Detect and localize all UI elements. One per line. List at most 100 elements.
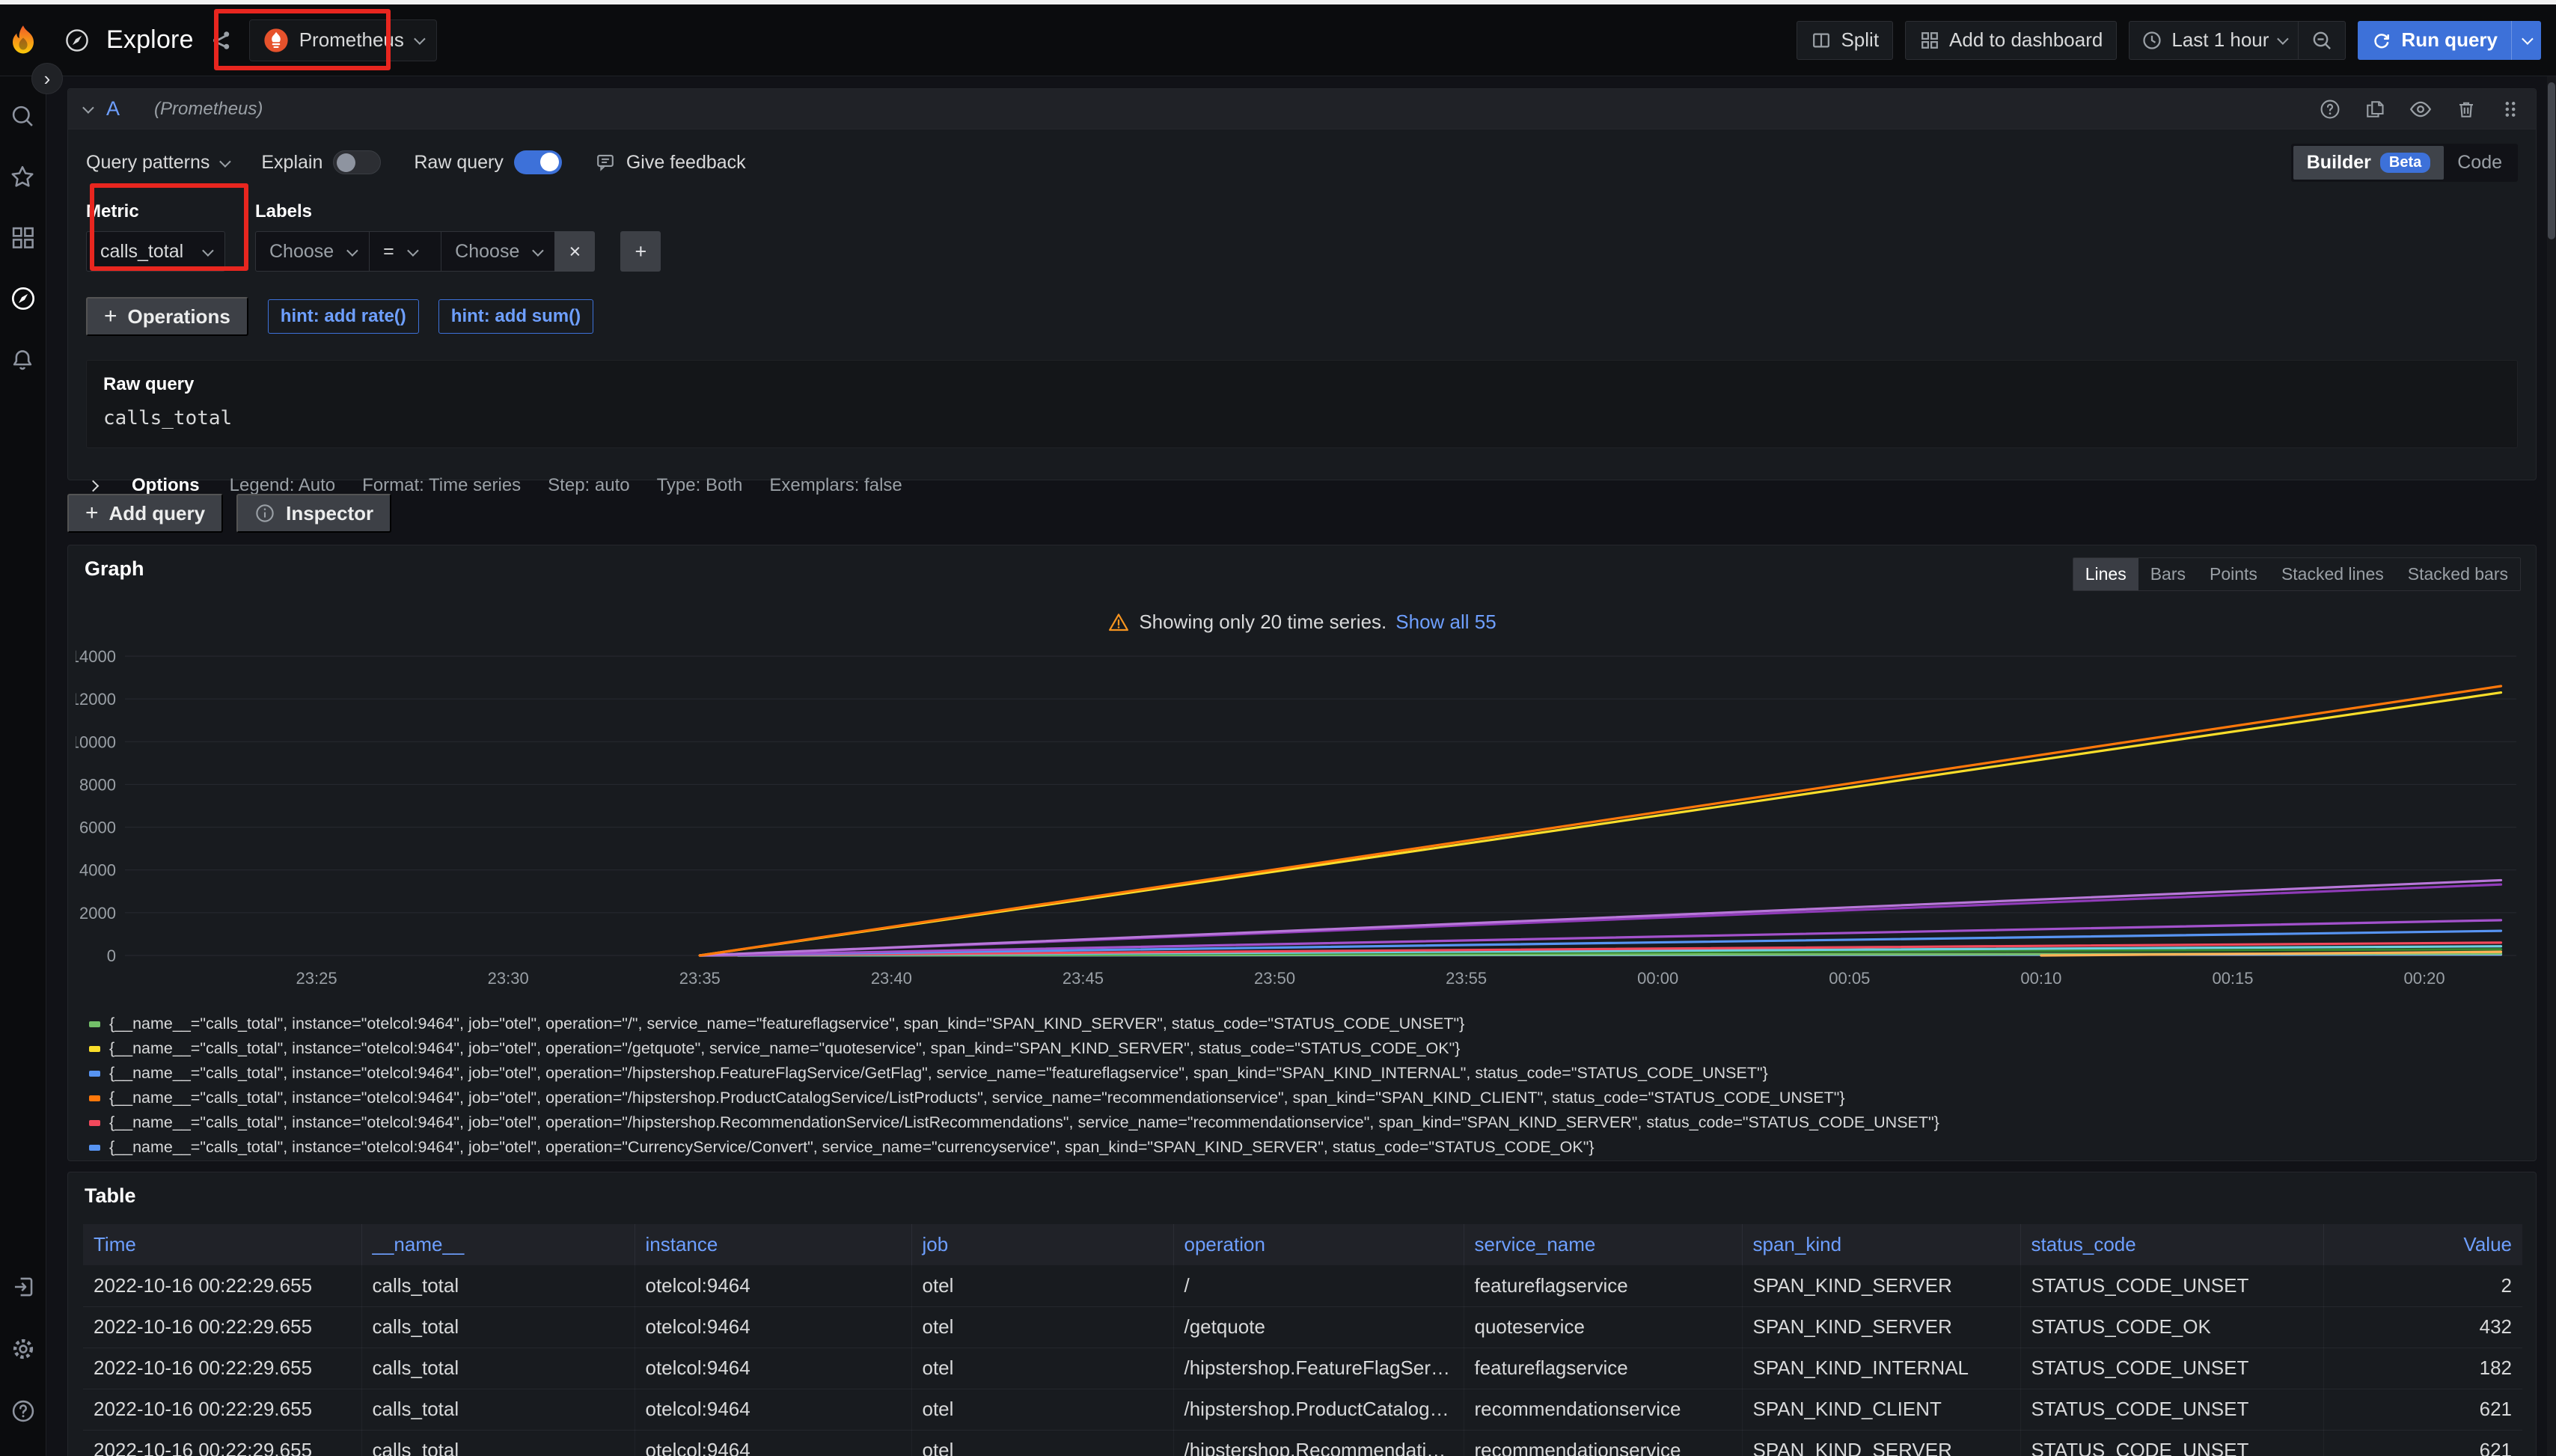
table-cell: 2022-10-16 00:22:29.655 (83, 1348, 362, 1389)
table-column-header[interactable]: operation (1173, 1224, 1464, 1265)
operations-button[interactable]: + Operations (86, 297, 248, 336)
option-format: Format: Time series (362, 475, 522, 495)
query-ref-id: A (106, 97, 120, 120)
hint-add-rate-button[interactable]: hint: add rate() (267, 299, 419, 334)
search-icon[interactable] (10, 103, 37, 134)
metric-label: Metric (86, 201, 139, 221)
time-range-picker[interactable]: Last 1 hour (2130, 22, 2298, 59)
table-column-header[interactable]: status_code (2020, 1224, 2324, 1265)
svg-text:4000: 4000 (79, 861, 116, 880)
datasource-name: Prometheus (299, 28, 404, 51)
explore-actions: + Add query Inspector (67, 494, 392, 533)
explore-icon[interactable] (10, 285, 37, 317)
show-all-series-link[interactable]: Show all 55 (1395, 611, 1496, 633)
query-options-row[interactable]: Options Legend: Auto Format: Time series… (86, 468, 2518, 504)
clock-icon (2141, 30, 2162, 51)
explain-label: Explain (261, 151, 323, 173)
legend-item[interactable]: {__name__="calls_total", instance="otelc… (89, 1135, 2515, 1160)
legend-label: {__name__="calls_total", instance="otelc… (109, 1015, 1465, 1033)
time-range-chevron-icon (2277, 33, 2290, 45)
table-cell: STATUS_CODE_UNSET (2020, 1430, 2324, 1456)
label-value-select[interactable]: Choose (441, 231, 555, 272)
remove-label-filter-button[interactable]: × (554, 231, 596, 272)
grafana-logo-icon (13, 25, 34, 53)
table-cell: otelcol:9464 (635, 1389, 912, 1431)
options-label: Options (132, 475, 200, 495)
query-patterns-dropdown[interactable]: Query patterns (86, 152, 232, 174)
table-column-header[interactable]: span_kind (1742, 1224, 2021, 1265)
zoom-out-button[interactable] (2299, 22, 2345, 59)
table-cell: STATUS_CODE_UNSET (2020, 1265, 2324, 1307)
label-filter-strip: Choose = Choose × (255, 231, 596, 272)
table-row[interactable]: 2022-10-16 00:22:29.655 calls_total otelco… (83, 1306, 2522, 1348)
label-key-chevron-icon (346, 244, 358, 257)
code-mode-tab[interactable]: Code (2457, 151, 2502, 173)
legend-item[interactable]: {__name__="calls_total", instance="otelc… (89, 1012, 2515, 1036)
table-row[interactable]: 2022-10-16 00:22:29.655 calls_total otelco… (83, 1265, 2522, 1307)
svg-text:12000: 12000 (76, 690, 116, 709)
raw-query-toggle[interactable] (513, 150, 562, 174)
split-button[interactable]: Split (1797, 20, 1894, 60)
table-row[interactable]: 2022-10-16 00:22:29.655 calls_total otelco… (83, 1348, 2522, 1389)
run-query-button[interactable]: Run query (2358, 21, 2511, 60)
scrollbar-thumb[interactable] (2548, 82, 2555, 239)
builder-mode-tab[interactable]: Builder Beta (2293, 145, 2445, 180)
run-query-chevron-button[interactable] (2512, 21, 2541, 60)
graph-style-bars[interactable]: Bars (2150, 564, 2186, 584)
table-column-header[interactable]: job (911, 1224, 1174, 1265)
label-operator-select[interactable]: = (369, 231, 441, 272)
sign-in-icon[interactable] (10, 1274, 36, 1305)
datasource-picker[interactable]: Prometheus (248, 19, 437, 61)
table-cell: otelcol:9464 (635, 1348, 912, 1389)
zoom-out-icon (2311, 29, 2333, 52)
graph-style-stacked-bars[interactable]: Stacked bars (2407, 564, 2508, 584)
table-column-header[interactable]: Time (83, 1224, 362, 1265)
legend-item[interactable]: {__name__="calls_total", instance="otelc… (89, 1061, 2515, 1086)
legend-item[interactable]: {__name__="calls_total", instance="otelc… (89, 1036, 2515, 1061)
remove-query-trash-icon[interactable] (2455, 98, 2477, 120)
explain-toggle[interactable] (333, 150, 382, 174)
datasource-chevron-icon (414, 33, 426, 45)
table-column-header[interactable]: instance (635, 1224, 912, 1265)
duplicate-query-icon[interactable] (2364, 98, 2386, 120)
table-column-header[interactable]: __name__ (361, 1224, 635, 1265)
table-cell: / (1173, 1265, 1464, 1307)
option-exemplars: Exemplars: false (769, 475, 902, 495)
grafana-logo[interactable] (0, 4, 46, 76)
query-row-header[interactable]: A (Prometheus) (68, 89, 2536, 129)
legend-item[interactable]: {__name__="calls_total", instance="otelc… (89, 1086, 2515, 1110)
add-label-filter-button[interactable]: + (620, 231, 661, 272)
add-query-button[interactable]: + Add query (67, 494, 224, 533)
give-feedback-link[interactable]: Give feedback (595, 152, 746, 174)
table-cell: 432 (2323, 1306, 2522, 1348)
results-table: Time __name__ instance job operation service_… (83, 1224, 2522, 1456)
settings-gear-icon[interactable] (10, 1336, 36, 1367)
table-row[interactable]: 2022-10-16 00:22:29.655 calls_total otelco… (83, 1430, 2522, 1456)
timeseries-chart[interactable]: 0 2000 4000 6000 8000 10000 12000 14000 23:25 23:… (68, 644, 2536, 1001)
starred-icon[interactable] (10, 164, 37, 195)
inspector-button[interactable]: Inspector (236, 494, 392, 533)
graph-panel: Graph Lines Bars Points Stacked lines Stacke… (67, 545, 2537, 1161)
graph-style-lines[interactable]: Lines (2073, 558, 2138, 590)
table-column-header[interactable]: Value (2323, 1224, 2522, 1265)
add-to-dashboard-button[interactable]: Add to dashboard (1905, 20, 2118, 60)
table-row[interactable]: 2022-10-16 00:22:29.655 calls_total otelco… (83, 1389, 2522, 1431)
drag-handle-icon[interactable] (2500, 99, 2521, 120)
query-help-icon[interactable] (2319, 98, 2341, 120)
dashboards-icon[interactable] (10, 224, 37, 255)
plus-icon: + (104, 304, 117, 328)
sidebar-collapse-button[interactable]: › (31, 63, 63, 94)
share-icon[interactable] (210, 29, 233, 52)
hint-add-sum-button[interactable]: hint: add sum() (438, 299, 594, 334)
page-scrollbar[interactable] (2547, 4, 2556, 1456)
legend-item[interactable]: {__name__="calls_total", instance="otelc… (89, 1110, 2515, 1135)
graph-style-stacked-lines[interactable]: Stacked lines (2281, 564, 2384, 584)
query-collapse-chevron-icon (82, 102, 94, 114)
metric-select[interactable]: calls_total (86, 231, 225, 272)
table-column-header[interactable]: service_name (1464, 1224, 1743, 1265)
toggle-visibility-eye-icon[interactable] (2409, 97, 2433, 121)
label-key-select[interactable]: Choose (255, 231, 370, 272)
help-icon[interactable] (10, 1398, 36, 1429)
graph-style-points[interactable]: Points (2210, 564, 2257, 584)
alerting-icon[interactable] (10, 347, 37, 378)
